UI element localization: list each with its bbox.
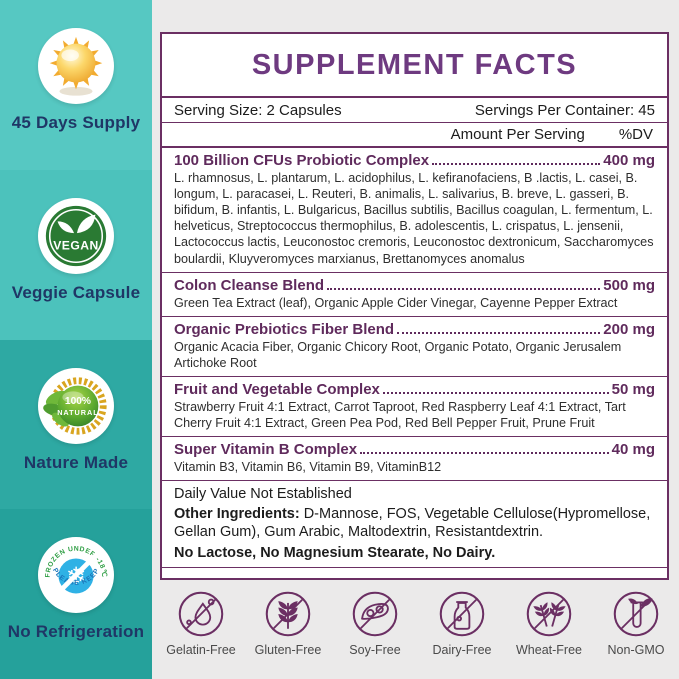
ingredient-heading: Super Vitamin B Complex 40 mg — [174, 441, 655, 458]
sidebar-item-nature-made: 100% NATURAL Nature Made — [0, 339, 152, 510]
non-gmo-icon — [613, 591, 659, 637]
sidebar-item-label: No Refrigeration — [7, 622, 145, 642]
vegan-badge-text: VEGAN — [53, 238, 99, 252]
natural-badge-line1: 100% — [65, 396, 91, 407]
badge-wheat-free: Wheat-Free — [506, 590, 592, 657]
section-fruit-vegetable: Fruit and Vegetable Complex 50 mg Strawb… — [162, 377, 667, 438]
sidebar-item-no-refrigeration: ❄ FROZEN UNDER -18℃ PLEASE KEEP No Refri… — [0, 509, 152, 679]
panel-footer: Daily Value Not Established Other Ingred… — [162, 481, 667, 568]
dot-leader — [327, 287, 601, 290]
other-ingredients-line: Other Ingredients: D-Mannose, FOS, Vegeta… — [174, 505, 655, 541]
panel-empty-strip — [162, 568, 667, 578]
badge-label: Gelatin-Free — [166, 643, 236, 657]
natural-badge-line2: NATURAL — [57, 407, 98, 416]
gluten-free-icon — [265, 591, 311, 637]
badge-non-gmo: Non-GMO — [593, 590, 679, 657]
amount-header-row: Amount Per Serving %DV — [162, 123, 667, 148]
sidebar-item-label: 45 Days Supply — [11, 113, 141, 132]
gelatin-free-icon — [178, 591, 224, 637]
dairy-free-icon — [439, 591, 485, 637]
sidebar-item-veggie-capsule: VEGAN Veggie Capsule — [0, 169, 152, 340]
ingredient-name: Organic Prebiotics Fiber Blend — [174, 320, 395, 338]
panel-title: SUPPLEMENT FACTS — [162, 34, 667, 98]
sun-icon — [49, 36, 103, 96]
other-ingredients-text: D-Mannose, FOS, Vegetable Cellulose(Hypr… — [174, 506, 651, 541]
supplement-facts-panel: SUPPLEMENT FACTS Serving Size: 2 Capsule… — [160, 32, 669, 580]
ingredient-heading: 100 Billion CFUs Probiotic Complex 400 m… — [174, 152, 655, 169]
badge-label: Gluten-Free — [254, 643, 322, 657]
dot-leader — [432, 163, 601, 165]
badge-gluten-free: Gluten-Free — [245, 590, 331, 657]
sidebar-item-label: Nature Made — [23, 452, 129, 472]
ingredient-amount: 50 mg — [611, 380, 655, 398]
dot-leader — [382, 391, 609, 394]
ingredient-name: Colon Cleanse Blend — [174, 276, 325, 294]
serving-size: Serving Size: 2 Capsules — [174, 101, 342, 119]
ingredient-heading: Fruit and Vegetable Complex 50 mg — [174, 381, 655, 398]
badge-dairy-free: Dairy-Free — [419, 590, 505, 657]
ingredient-name: Super Vitamin B Complex — [174, 441, 358, 459]
vegan-circle: VEGAN — [38, 197, 114, 274]
no-refrigeration-icon: ❄ FROZEN UNDER -18℃ PLEASE KEEP — [45, 544, 108, 607]
ingredient-list: L. rhamnosus, L. plantarum, L. acidophil… — [174, 171, 654, 266]
no-claims-line: No Lactose, No Magnesium Stearate, No Da… — [174, 544, 496, 561]
dv-header: %DV — [618, 126, 653, 143]
badge-label: Non-GMO — [607, 643, 665, 657]
ingredient-heading: Colon Cleanse Blend 500 mg — [174, 277, 655, 294]
ingredient-heading: Organic Prebiotics Fiber Blend 200 mg — [174, 321, 655, 338]
daily-value-note: Daily Value Not Established — [174, 486, 352, 503]
dot-leader — [397, 331, 601, 334]
badge-label: Wheat-Free — [516, 643, 582, 657]
soy-free-icon — [352, 591, 398, 637]
ingredient-amount: 40 mg — [611, 441, 655, 459]
ingredient-list: Green Tea Extract (leaf), Organic Apple … — [174, 295, 618, 310]
dot-leader — [360, 452, 609, 455]
natural-circle: 100% NATURAL — [38, 367, 114, 444]
serving-row: Serving Size: 2 Capsules Servings Per Co… — [162, 98, 667, 123]
amount-per-serving-header: Amount Per Serving — [450, 126, 585, 143]
ingredient-amount: 400 mg — [603, 152, 655, 169]
ingredient-name: Fruit and Vegetable Complex — [174, 380, 380, 398]
section-probiotic-complex: 100 Billion CFUs Probiotic Complex 400 m… — [162, 148, 667, 273]
badge-label: Dairy-Free — [432, 643, 492, 657]
section-colon-cleanse: Colon Cleanse Blend 500 mg Green Tea Ext… — [162, 273, 667, 317]
other-ingredients-label: Other Ingredients: — [174, 506, 300, 523]
sidebar-item-label: Veggie Capsule — [11, 282, 141, 302]
ingredient-list: Organic Acacia Fiber, Organic Chicory Ro… — [174, 339, 622, 370]
ingredient-amount: 200 mg — [603, 320, 655, 338]
badge-soy-free: Soy-Free — [332, 590, 418, 657]
no-refrigeration-circle: ❄ FROZEN UNDER -18℃ PLEASE KEEP — [38, 537, 114, 614]
badge-gelatin-free: Gelatin-Free — [158, 590, 244, 657]
sidebar-item-days-supply: 45 Days Supply — [0, 0, 152, 170]
section-vitamin-b: Super Vitamin B Complex 40 mg Vitamin B3… — [162, 437, 667, 482]
ingredient-name: 100 Billion CFUs Probiotic Complex — [174, 152, 430, 169]
ingredient-amount: 500 mg — [603, 276, 655, 294]
wheat-free-icon — [526, 591, 572, 637]
free-from-badges-row: Gelatin-Free Gluten-Free Soy-Fre — [158, 590, 679, 657]
section-prebiotics-fiber: Organic Prebiotics Fiber Blend 200 mg Or… — [162, 317, 667, 377]
feature-sidebar: 45 Days Supply VEGAN Veggie Capsule — [0, 0, 152, 679]
ingredient-list: Strawberry Fruit 4:1 Extract, Carrot Tap… — [174, 399, 626, 431]
servings-per-container: Servings Per Container: 45 — [474, 101, 655, 119]
natural-badge-icon: 100% NATURAL — [43, 376, 107, 435]
ingredient-list: Vitamin B3, Vitamin B6, Vitamin B9, Vita… — [174, 460, 442, 475]
badge-label: Soy-Free — [349, 643, 401, 657]
vegan-badge-icon: VEGAN — [45, 205, 107, 266]
sun-circle — [38, 28, 114, 104]
